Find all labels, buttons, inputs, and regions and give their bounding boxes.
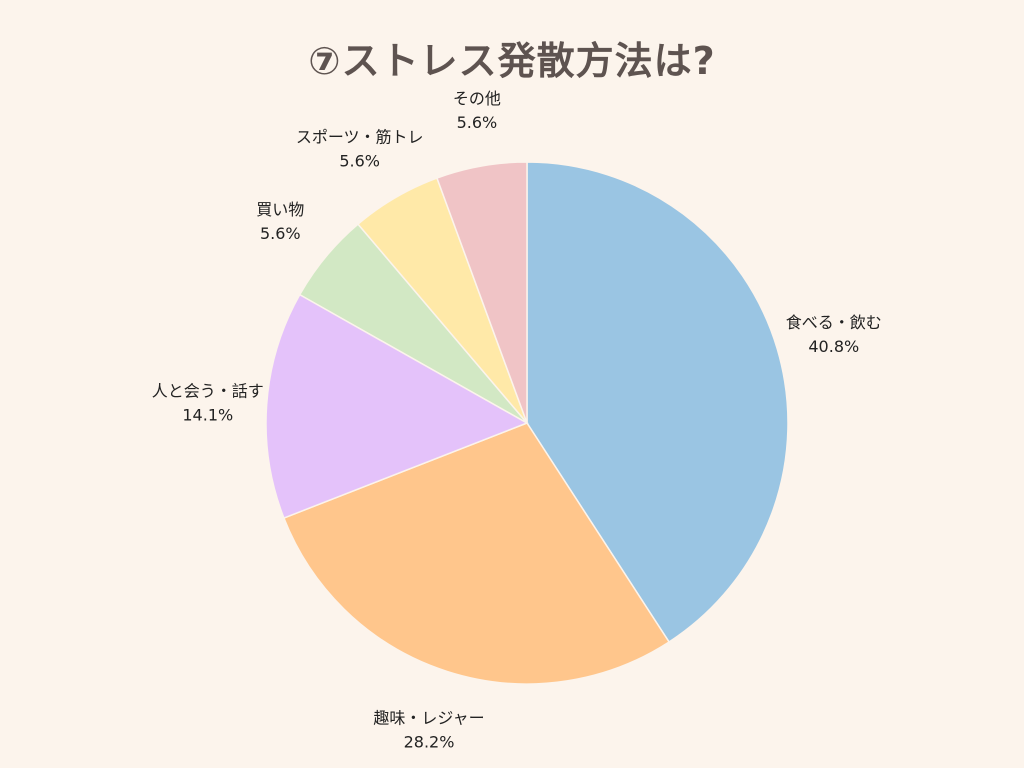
pie-slice-0 — [526, 161, 789, 643]
pie-slice-5 — [435, 161, 528, 424]
slice-value-label-4: 5.6% — [339, 152, 380, 171]
slice-label-0: 食べる・飲む — [786, 313, 882, 332]
pie-slices — [265, 161, 789, 685]
slice-label-1: 趣味・レジャー — [373, 709, 484, 728]
pie-slice-2 — [265, 293, 529, 520]
pie-slice-1 — [282, 422, 671, 685]
slice-value-label-1: 28.2% — [404, 733, 455, 752]
chart-title: ⑦ストレス発散方法は? — [308, 39, 716, 83]
pie-labels: 食べる・飲む 40.8% 趣味・レジャー 28.2% 人と会う・話す 14.1% 買い物 5.… — [152, 89, 882, 752]
slice-value-label-2: 14.1% — [182, 405, 233, 424]
slice-value-label-0: 40.8% — [808, 337, 859, 356]
slice-value-label-5: 5.6% — [457, 113, 498, 132]
slice-label-2: 人と会う・話す — [152, 381, 264, 400]
slice-label-4: スポーツ・筋トレ — [296, 128, 424, 147]
slice-value-label-3: 5.6% — [260, 224, 301, 243]
slice-label-5: その他 — [453, 89, 501, 108]
slice-label-3: 買い物 — [256, 200, 304, 219]
